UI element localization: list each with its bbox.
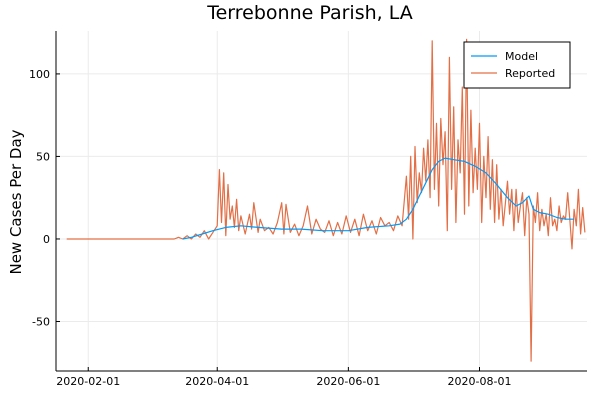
- legend: Model Reported: [463, 41, 571, 89]
- series-line-model: [182, 157, 575, 240]
- legend-label-reported: Reported: [505, 67, 555, 80]
- chart-title: Terrebonne Parish, LA: [206, 2, 413, 24]
- axes: [55, 31, 587, 372]
- x-tick-label-2: 2020-06-01: [316, 375, 380, 388]
- legend-label-model: Model: [505, 50, 538, 63]
- x-tick-label-3: 2020-08-01: [448, 375, 512, 388]
- y-tick-label-0: -50: [32, 315, 50, 328]
- x-tick-label-0: 2020-02-01: [56, 375, 120, 388]
- tick-labels: 2020-02-01 2020-04-01 2020-06-01 2020-08-01…: [29, 68, 511, 388]
- legend-box: [463, 41, 571, 89]
- x-tick-label-1: 2020-04-01: [185, 375, 249, 388]
- series-line-reported: [66, 38, 586, 362]
- y-tick-label-3: 100: [29, 68, 50, 81]
- y-tick-label-1: 0: [43, 233, 50, 246]
- series-layer: [66, 38, 586, 362]
- y-tick-label-2: 50: [36, 150, 50, 163]
- y-axis-label: New Cases Per Day: [7, 129, 25, 274]
